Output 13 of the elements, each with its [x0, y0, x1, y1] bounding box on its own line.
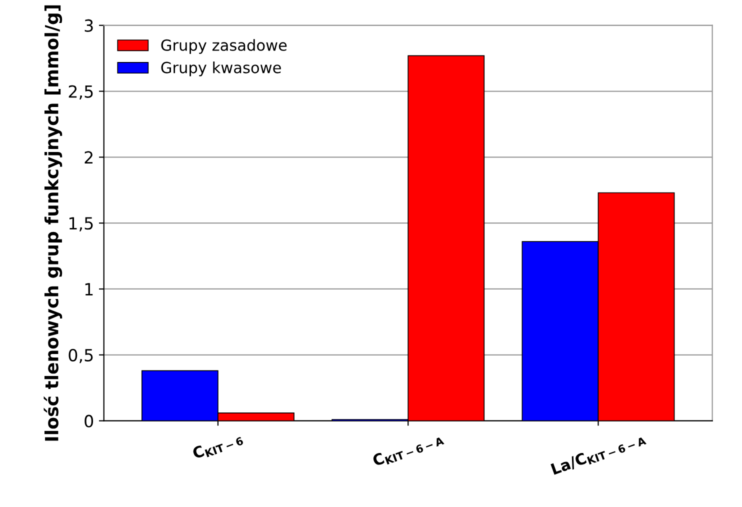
- legend-label: Grupy zasadowe: [161, 39, 287, 54]
- y-axis-title: Ilość tlenowych grup funkcyjnych [mmol/g]: [44, 5, 62, 441]
- x-tick-label: C$_{KIT−6−A}$: [372, 430, 444, 469]
- y-tick-label: 1: [85, 283, 93, 296]
- legend-label: Grupy kwasowe: [161, 62, 281, 76]
- y-tick-label: 1,5: [69, 217, 93, 232]
- y-tick-label: 0,5: [68, 348, 93, 364]
- x-tick-label: C$_{KIT−6}$: [192, 431, 244, 462]
- y-tick-label: 0: [84, 414, 94, 428]
- x-tick-label: La/C$_{KIT−6−A}$: [550, 430, 647, 478]
- y-tick-label: 2: [84, 151, 92, 164]
- y-tick-label: 3: [84, 19, 93, 32]
- y-tick-label: 2,5: [68, 85, 93, 100]
